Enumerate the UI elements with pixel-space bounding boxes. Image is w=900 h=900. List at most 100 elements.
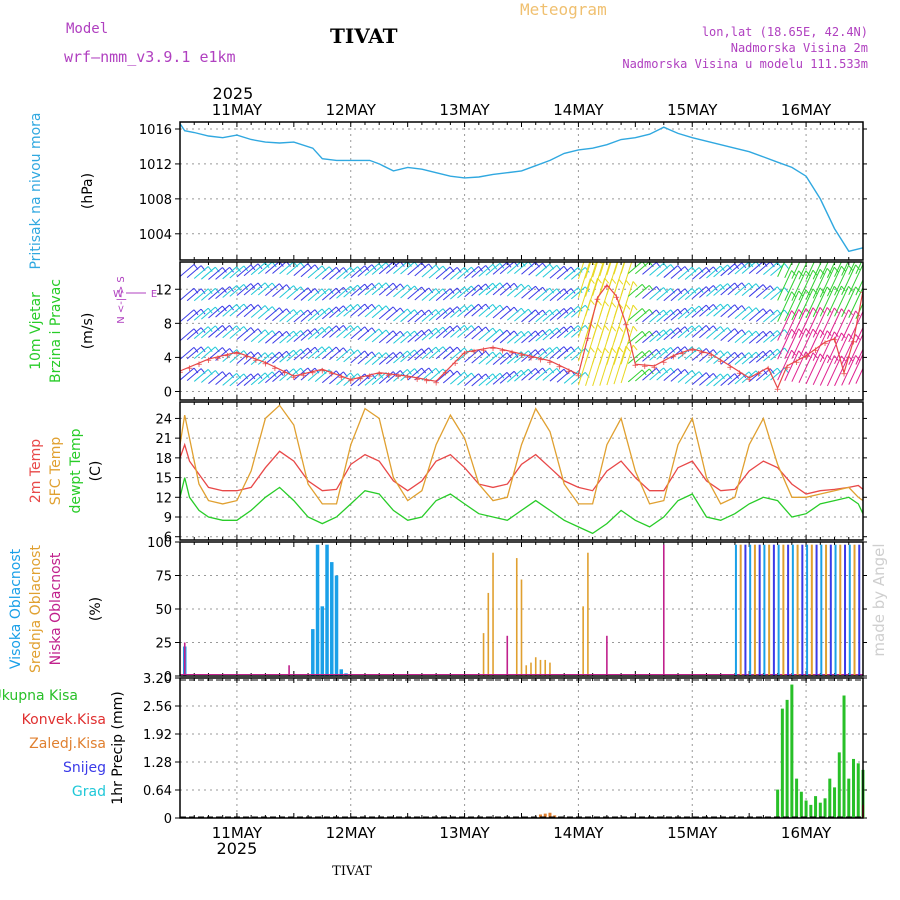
wind-barb (570, 267, 586, 280)
wind-speed-marker: + (736, 369, 744, 379)
wind-barb-flag (791, 328, 797, 335)
wind-speed-marker: + (546, 358, 554, 368)
cloud-overcast-bar (744, 544, 747, 676)
cloud-overcast-bar (810, 544, 813, 676)
wind-barb (499, 370, 515, 384)
wind-barb (400, 262, 415, 275)
wind-barb-flag (535, 368, 540, 374)
wind-barb-flag (478, 373, 483, 380)
wind-barb (606, 262, 618, 295)
wind-barb (492, 352, 508, 366)
bottom-day-label-12MAY: 12MAY (326, 824, 377, 842)
wind-barb-flag (328, 326, 334, 332)
wind-barb-flag (727, 264, 732, 271)
wind-barb (499, 262, 515, 275)
wind-barb-flag (321, 308, 327, 315)
wind-barb (450, 371, 465, 385)
wind-barb (293, 287, 309, 301)
wind-speed-marker: + (679, 349, 687, 359)
wind-barb-flag (506, 262, 512, 268)
wind-barb (307, 327, 323, 340)
wind-barb-flag (471, 266, 476, 273)
wind-barb (656, 367, 672, 381)
wind-barb (549, 326, 565, 340)
wind-barb (343, 303, 358, 317)
precip-legend-0: Ukupna Kisa (0, 688, 78, 704)
wind-barb-flag (626, 236, 630, 241)
wind-barb-flag (590, 346, 595, 353)
wind-barb-flag (371, 264, 377, 270)
wind-barb (535, 309, 551, 323)
wind-barb (528, 329, 543, 343)
cloud-bar-2 (506, 635, 509, 676)
wind-barb-flag (350, 304, 355, 311)
wind-barb-flag (670, 328, 676, 335)
wind-barb-flag (364, 303, 370, 310)
wind-barb (421, 309, 437, 322)
wind-barb (727, 262, 743, 276)
wind-barb-flag (855, 310, 861, 317)
footer-location-label: TIVAT (332, 864, 372, 879)
wind-barb (180, 309, 195, 323)
wind-barb-flag (670, 309, 676, 316)
wind-barb-flag (712, 285, 718, 291)
wind-barb-flag (577, 267, 583, 273)
wind-barb (414, 287, 430, 301)
wind-barb (734, 282, 750, 296)
cloud-overcast-bar (777, 544, 780, 676)
wind-barb (670, 288, 686, 302)
wind-barb-flag (819, 269, 825, 275)
wind-barb-flag (214, 325, 220, 332)
wind-barb (613, 345, 627, 385)
wind-barb-flag (499, 372, 505, 379)
wind-barb-flag (563, 326, 569, 333)
wind-barb-flag (328, 307, 334, 314)
wind-barb (848, 262, 856, 275)
wind-barb-flag (819, 353, 825, 360)
wind-barb-flag (485, 373, 491, 380)
wind-barb-flag (456, 267, 462, 273)
wind-barb-flag (193, 328, 199, 335)
wind-barb (606, 346, 620, 386)
cloud-high-label: Visoka Oblacnost (8, 548, 24, 669)
wind-barb (265, 330, 280, 344)
wind-barb (556, 266, 572, 280)
wind-barb-flag (618, 278, 624, 285)
wind-barb-flag (705, 304, 711, 311)
wind-barb (741, 307, 757, 321)
cloud-overcast-bar (844, 544, 847, 676)
wind-barb (748, 284, 764, 297)
cloud-overcast-bar (749, 544, 752, 676)
wind-barb (428, 346, 444, 360)
wind-barb (364, 282, 380, 296)
wind-barb (755, 262, 771, 275)
wind-barb (250, 262, 266, 276)
wind-barb-flag (456, 287, 462, 294)
wind-barb (435, 266, 451, 280)
wind-barb-flag (492, 373, 498, 380)
wind-barb (450, 305, 465, 318)
wind-barb (407, 348, 422, 362)
wind-barb-flag (577, 325, 583, 331)
wind-barb-flag (698, 267, 704, 273)
wind-barb (841, 264, 857, 296)
wind-barb (812, 354, 828, 386)
wind-barb-flag (611, 325, 617, 332)
wind-barb (563, 287, 579, 301)
wind-barb (720, 373, 736, 386)
wind-barb-flag (527, 350, 533, 357)
wind-barb (798, 269, 814, 301)
wind-barb (393, 350, 408, 364)
cloud-overcast-bar (734, 544, 737, 676)
wind-barb (577, 262, 591, 298)
wind-barb (201, 306, 216, 320)
wind-barb-flag (271, 371, 277, 378)
wind-barb (336, 304, 351, 318)
wind-barb (848, 354, 863, 385)
wind-barb-flag (542, 309, 548, 316)
wind-barb-flag (364, 265, 370, 272)
cloud-bar-1 (582, 606, 584, 676)
wind-barb-flag (513, 352, 519, 358)
wind-barb-flag (577, 287, 583, 294)
wind-barb (307, 308, 323, 322)
